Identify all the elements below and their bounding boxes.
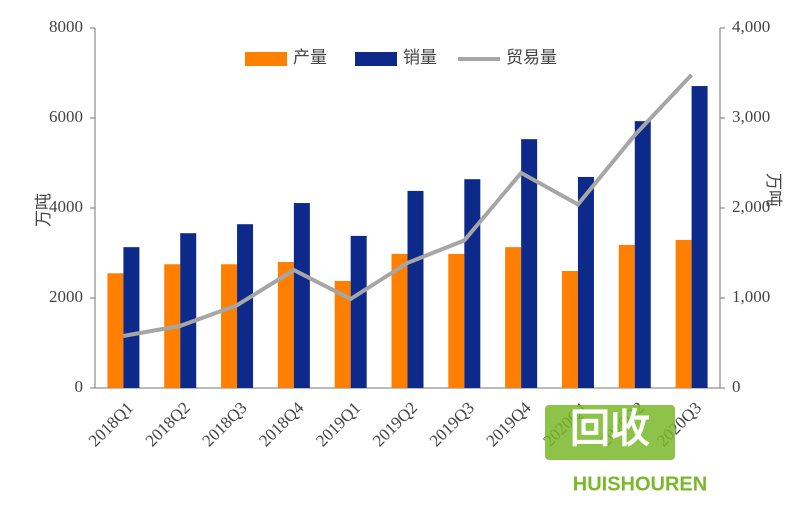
y-tick-label: 2000 <box>49 287 83 306</box>
bar <box>634 121 651 389</box>
y-axis-label: 万吨 <box>34 193 53 227</box>
y-tick-label: 8000 <box>49 17 83 36</box>
bar <box>293 203 310 388</box>
line <box>123 73 694 338</box>
bar <box>350 235 367 388</box>
y2-tick-label: 0 <box>732 377 741 396</box>
bar <box>675 239 692 388</box>
y-tick-label: 0 <box>75 377 84 396</box>
bar <box>334 280 351 388</box>
bar <box>505 247 522 388</box>
bar <box>107 273 124 388</box>
bar <box>123 247 140 388</box>
legend-swatch <box>245 52 287 66</box>
x-tick-label: 2019Q2 <box>369 398 421 450</box>
bar <box>391 253 408 388</box>
y2-tick-label: 2,000 <box>732 197 770 216</box>
y-tick-label: 6000 <box>49 107 83 126</box>
bar <box>448 253 465 388</box>
bar <box>618 244 635 388</box>
y2-axis-label: 万吨 <box>764 173 783 207</box>
legend-label: 产量 <box>293 48 327 67</box>
x-tick-label: 2018Q4 <box>255 398 308 451</box>
bar <box>561 271 578 388</box>
x-tick-label: 2018Q2 <box>142 398 194 450</box>
x-tick-label: 2019Q4 <box>483 398 536 451</box>
y-tick-label: 4000 <box>49 197 83 216</box>
x-tick-label: 2019Q1 <box>312 398 364 450</box>
bar <box>221 264 238 388</box>
bar <box>277 262 294 388</box>
bar <box>521 139 538 388</box>
y2-tick-label: 1,000 <box>732 287 770 306</box>
x-tick-label: 2019Q3 <box>426 398 478 450</box>
bar <box>691 86 708 389</box>
watermark-brand: HUISHOUREN <box>573 473 707 495</box>
bar <box>180 233 197 388</box>
watermark-logo: 回收 <box>570 406 650 451</box>
y2-tick-label: 4,000 <box>732 17 770 36</box>
x-tick-label: 2018Q3 <box>198 398 250 450</box>
legend-swatch <box>355 52 397 66</box>
x-tick-label: 2018Q1 <box>85 398 137 450</box>
legend-label: 销量 <box>403 48 437 67</box>
bar <box>577 176 594 388</box>
watermark-box <box>545 405 675 460</box>
legend-label: 贸易量 <box>506 48 557 67</box>
bar <box>407 190 424 388</box>
bar <box>464 179 481 388</box>
y2-tick-label: 3,000 <box>732 107 770 126</box>
bar <box>237 224 254 388</box>
